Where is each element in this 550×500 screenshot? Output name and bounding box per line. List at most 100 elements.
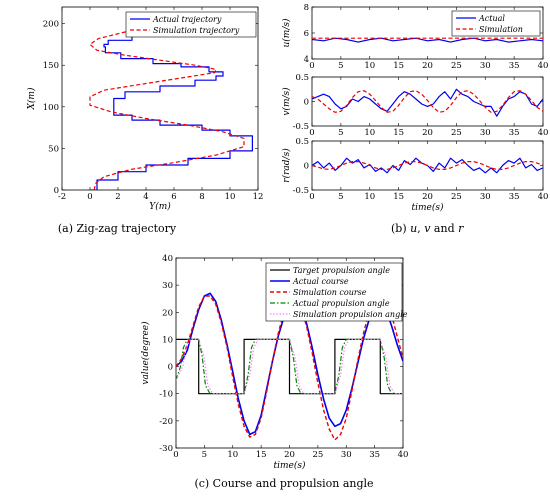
- y-tick-label: 200: [43, 20, 59, 30]
- x-tick-label: 10: [364, 61, 375, 71]
- series-line-0: [90, 17, 253, 190]
- plot-frame: [61, 6, 259, 191]
- caption-b: (b) u, v and r: [391, 222, 464, 235]
- x-tick-label: 5: [202, 450, 207, 460]
- y-tick-label: 0: [304, 98, 309, 108]
- x-axis-label: time(s): [274, 460, 306, 471]
- legend-label: Simulation propulsion angle: [293, 310, 408, 319]
- x-tick-label: 10: [364, 192, 375, 202]
- legend-label: Simulation: [479, 25, 523, 34]
- caption-a: (a) Zig-zag trajectory: [58, 222, 177, 235]
- x-axis-label: time(s): [412, 202, 444, 213]
- legend-box: [265, 262, 403, 322]
- y-axis-label: r(rad/s): [281, 148, 292, 183]
- x-tick-label: 40: [398, 450, 409, 460]
- x-tick-label: 6: [171, 192, 176, 202]
- y-tick-label: -30: [159, 444, 173, 454]
- series-group: [312, 157, 543, 174]
- x-tick-label: 0: [87, 192, 92, 202]
- y-tick-label: 0: [168, 363, 173, 373]
- x-tick-label: 20: [422, 61, 433, 71]
- x-tick-label: 5: [338, 192, 343, 202]
- y-tick-label: 0: [304, 162, 309, 172]
- series-line-1: [89, 17, 245, 190]
- y-tick-label: 8: [304, 3, 309, 13]
- y-tick-label: 4: [304, 55, 309, 65]
- series-line-0: [176, 338, 403, 395]
- x-tick-label: 30: [480, 61, 491, 71]
- y-axis-label: value(degree): [140, 321, 151, 385]
- x-tick-label: 0: [173, 450, 178, 460]
- y-tick-label: -0.5: [293, 122, 309, 132]
- x-tick-label: 15: [393, 192, 404, 202]
- x-tick-label: 10: [225, 192, 236, 202]
- x-tick-label: 40: [538, 192, 549, 202]
- chart-b2: 0 5 10 15 20 25 30 35 40-0.500.5v(m/s): [281, 73, 548, 138]
- series-group: [312, 37, 543, 43]
- x-tick-label: 0: [309, 128, 314, 138]
- y-tick-label: 10: [162, 335, 173, 345]
- chart-b1: 0 5 10 15 20 25 30 35 40 4 6 8 u(m/s) Actual Simulatio…: [281, 3, 548, 71]
- x-tick-label: 25: [451, 192, 462, 202]
- legend-label: Actual: [478, 14, 505, 23]
- legend: Target propulsion angle Actual course Simu…: [265, 262, 408, 322]
- series-group: [312, 88, 543, 117]
- y-tick-label: 150: [43, 61, 59, 71]
- legend-label: Simulation course: [293, 288, 367, 297]
- x-tick-label: -2: [58, 192, 66, 202]
- series-line-0: [312, 37, 543, 43]
- x-tick-label: 10: [364, 128, 375, 138]
- x-tick-label: 35: [509, 128, 520, 138]
- x-tick-label: 8: [199, 192, 204, 202]
- y-tick-label: 6: [304, 29, 309, 39]
- y-tick-label: -0.5: [293, 186, 309, 196]
- x-tick-label: 30: [480, 128, 491, 138]
- y-tick-label: 100: [43, 103, 59, 113]
- x-tick-label: 12: [253, 192, 264, 202]
- series-line-0: [312, 88, 543, 117]
- x-tick-label: 2: [115, 192, 120, 202]
- y-tick-label: 40: [162, 254, 173, 264]
- x-tick-label: 20: [284, 450, 295, 460]
- x-tick-label: 35: [369, 450, 380, 460]
- x-tick-label: 15: [393, 61, 404, 71]
- y-axis-label: v(m/s): [281, 87, 292, 116]
- x-tick-label: 5: [338, 61, 343, 71]
- legend-label: Actual propulsion angle: [292, 299, 390, 308]
- y-axis-label: X(m): [26, 87, 37, 110]
- y-tick-label: 20: [162, 308, 173, 318]
- x-tick-label: 0: [309, 192, 314, 202]
- y-axis-label: u(m/s): [281, 18, 292, 47]
- x-tick-label: 35: [509, 192, 520, 202]
- x-tick-label: 25: [312, 450, 323, 460]
- y-tick-label: 0: [54, 186, 59, 196]
- legend: Actual trajectory Simulation trajectory: [125, 11, 257, 38]
- x-tick-label: 20: [422, 128, 433, 138]
- series-line-4: [176, 338, 403, 395]
- legend-box: [125, 11, 257, 38]
- y-tick-label: 50: [48, 144, 59, 154]
- y-tick-label: 30: [162, 281, 173, 291]
- x-axis-label: Y(m): [149, 201, 171, 212]
- y-tick-label: -10: [159, 390, 173, 400]
- x-tick-label: 40: [538, 128, 549, 138]
- y-tick-label: -20: [159, 417, 173, 427]
- plot-frame: [311, 76, 544, 127]
- x-tick-label: 35: [509, 61, 520, 71]
- chart-c: 0 5 10 15 20 25 30 35 40 -30 -20 -10 0 10 20 30 40 time(s…: [140, 254, 408, 471]
- x-tick-label: 5: [338, 128, 343, 138]
- series-group: [89, 17, 253, 190]
- legend-label: Target propulsion angle: [293, 266, 390, 275]
- legend: Actual Simulation: [451, 10, 541, 37]
- x-tick-label: 15: [256, 450, 267, 460]
- x-tick-label: 40: [538, 61, 549, 71]
- legend-label: Actual course: [292, 277, 349, 286]
- x-tick-label: 30: [480, 192, 491, 202]
- legend-label: Actual trajectory: [152, 15, 222, 24]
- y-tick-label: 0.5: [295, 73, 309, 83]
- series-line-1: [312, 161, 543, 170]
- x-tick-label: 4: [143, 192, 148, 202]
- x-tick-label: 15: [393, 128, 404, 138]
